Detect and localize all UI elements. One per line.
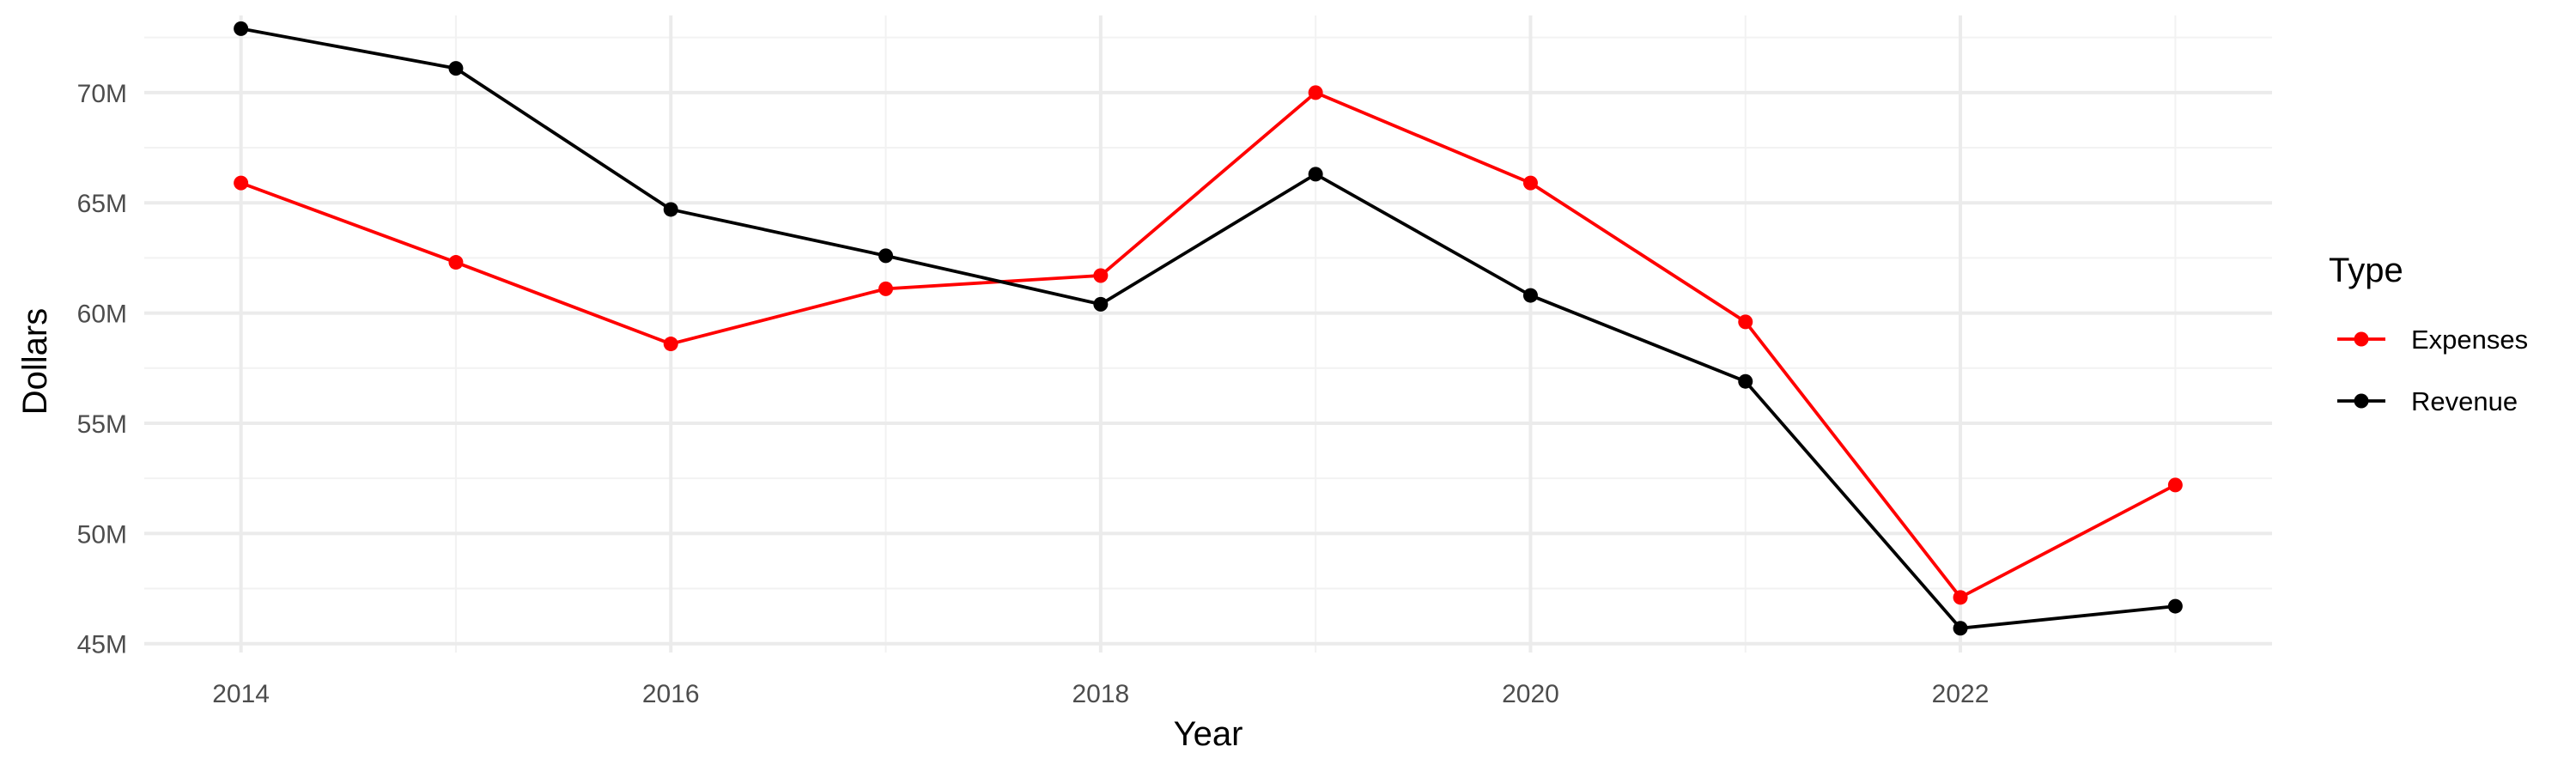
data-point-expenses bbox=[448, 255, 464, 270]
legend-key-point bbox=[2354, 393, 2369, 409]
data-point-revenue bbox=[1093, 296, 1109, 312]
x-tick-label: 2018 bbox=[1072, 680, 1129, 708]
data-point-revenue bbox=[2167, 598, 2183, 614]
data-point-revenue bbox=[1953, 621, 1968, 636]
data-point-expenses bbox=[234, 175, 249, 191]
y-tick-label: 50M bbox=[77, 520, 127, 549]
data-point-revenue bbox=[234, 21, 249, 36]
legend-title: Type bbox=[2329, 252, 2403, 289]
legend-item-revenue: Revenue bbox=[2337, 386, 2518, 416]
data-point-revenue bbox=[1738, 373, 1753, 389]
series-line-revenue bbox=[240, 27, 2176, 630]
x-axis-ticks: 2014 2016 2018 2020 2022 bbox=[212, 680, 1989, 708]
grid-layer bbox=[144, 15, 2272, 653]
data-point-expenses bbox=[878, 281, 894, 296]
data-point-expenses bbox=[1308, 85, 1323, 100]
y-tick-label: 45M bbox=[77, 631, 127, 659]
data-point-revenue bbox=[1308, 167, 1323, 182]
legend-key-point bbox=[2354, 331, 2369, 347]
legend-label: Revenue bbox=[2411, 386, 2518, 416]
x-axis-title: Year bbox=[1174, 715, 1243, 753]
data-point-revenue bbox=[448, 61, 464, 76]
series-points bbox=[234, 21, 2183, 636]
series-line-expenses bbox=[240, 90, 2177, 599]
data-point-expenses bbox=[1093, 268, 1109, 283]
y-axis-ticks: 45M 50M 55M 60M 65M 70M bbox=[77, 80, 127, 659]
x-tick-label: 2022 bbox=[1932, 680, 1990, 708]
y-tick-label: 70M bbox=[77, 80, 127, 108]
data-point-revenue bbox=[663, 202, 678, 217]
x-tick-label: 2020 bbox=[1502, 680, 1559, 708]
y-tick-label: 65M bbox=[77, 190, 127, 218]
data-point-expenses bbox=[1738, 314, 1753, 330]
legend-item-expenses: Expenses bbox=[2337, 325, 2528, 355]
data-point-expenses bbox=[1522, 175, 1538, 191]
data-point-revenue bbox=[1522, 288, 1538, 303]
y-tick-label: 55M bbox=[77, 410, 127, 439]
legend-label: Expenses bbox=[2411, 325, 2528, 355]
data-point-expenses bbox=[663, 337, 678, 352]
data-point-expenses bbox=[1953, 590, 1968, 605]
x-tick-label: 2016 bbox=[642, 680, 700, 708]
legend: Type Expenses Revenue bbox=[2329, 252, 2528, 416]
legend-items: Expenses Revenue bbox=[2337, 325, 2528, 416]
series-lines bbox=[240, 27, 2177, 630]
y-tick-label: 60M bbox=[77, 300, 127, 329]
data-point-revenue bbox=[878, 248, 894, 264]
data-point-expenses bbox=[2167, 477, 2183, 493]
y-axis-title: Dollars bbox=[16, 308, 54, 415]
x-tick-label: 2014 bbox=[212, 680, 270, 708]
